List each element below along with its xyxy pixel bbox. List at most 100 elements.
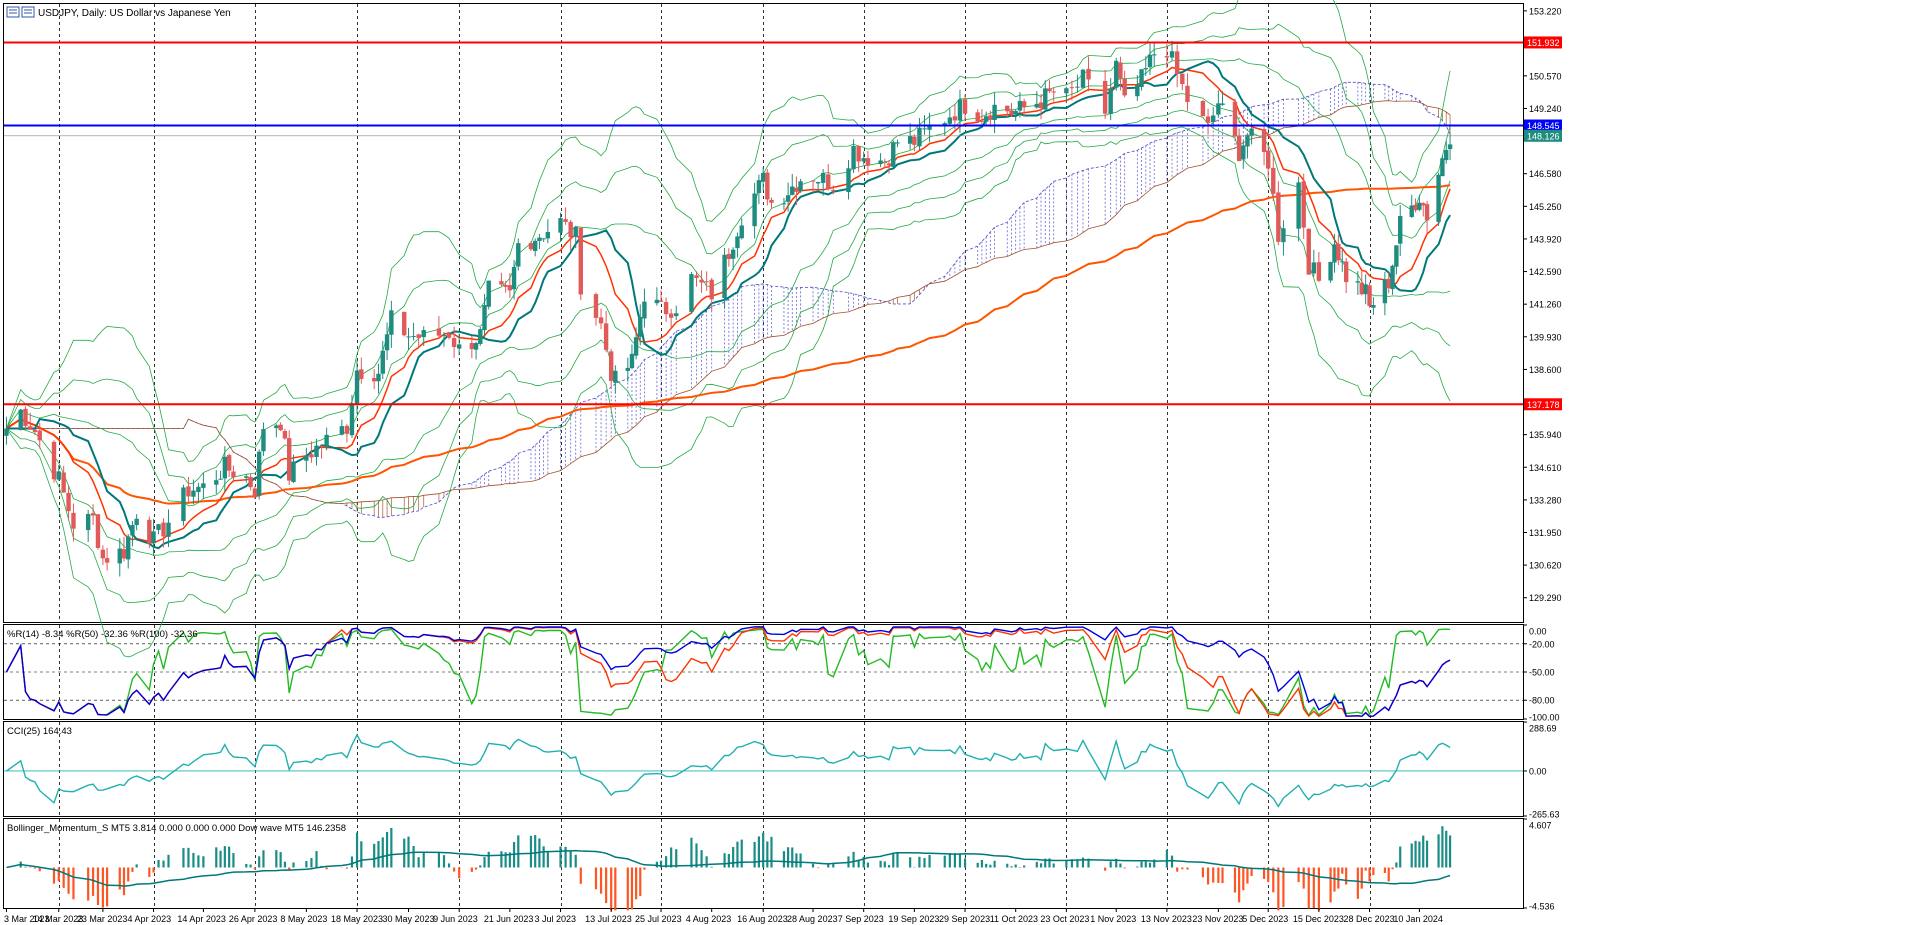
bull-candle: [376, 373, 381, 382]
bear-candle: [1367, 285, 1372, 306]
bear-candle: [451, 338, 457, 348]
bull-candle: [957, 99, 963, 121]
williams-r-panel: [5, 626, 1451, 718]
bull-candle: [1447, 144, 1453, 150]
bear-candle: [810, 180, 816, 182]
bear-candle: [282, 431, 288, 439]
bear-candle: [658, 300, 664, 302]
bollinger-bands: [6, 0, 1451, 658]
bull-candle: [244, 476, 249, 478]
bull-candle: [85, 514, 91, 531]
time-tick-label: 8 May 2023: [280, 914, 327, 924]
time-tick-label: 4 Apr 2023: [128, 914, 172, 924]
bull-candle: [126, 536, 131, 560]
bull-candle: [537, 237, 542, 242]
panel-tick-label: -100.00: [1529, 713, 1560, 723]
horizontal-levels[interactable]: [4, 41, 1523, 406]
bull-candle: [473, 343, 479, 350]
bull-candle: [756, 180, 762, 194]
bear-candle: [100, 549, 106, 559]
bear-candle: [1038, 102, 1044, 109]
time-tick-label: 4 Aug 2023: [686, 914, 732, 924]
bull-candle: [760, 172, 766, 182]
bull-candle: [18, 409, 23, 431]
bull-candle: [785, 195, 791, 202]
bear-candle: [252, 488, 258, 498]
bull-candle: [1064, 88, 1069, 94]
time-tick-label: 13 Jul 2023: [585, 914, 632, 924]
bull-candle: [1398, 216, 1403, 244]
bear-candle: [563, 219, 568, 222]
bull-candle: [1147, 54, 1153, 68]
bear-candle: [1009, 110, 1014, 114]
bull-candle: [151, 531, 156, 544]
panel-tick-label: -4.536: [1529, 902, 1555, 912]
bear-candle: [1102, 80, 1108, 114]
bull-candle: [191, 490, 196, 497]
bull-candle: [181, 487, 186, 522]
bull-candle: [907, 136, 913, 144]
bull-candle: [722, 254, 727, 299]
bear-candle: [694, 275, 699, 278]
bear-candle: [1343, 261, 1349, 283]
bull-candle: [196, 486, 201, 493]
panel-tick-label: -265.63: [1529, 810, 1560, 820]
bear-candle: [794, 187, 799, 192]
bull-candle: [421, 330, 426, 338]
bull-candle: [406, 336, 411, 338]
price-tick-label: 135.940: [1529, 430, 1562, 440]
bear-candle: [1316, 262, 1322, 281]
bear-candle: [603, 323, 609, 350]
bear-candle: [1359, 282, 1364, 295]
bull-candle: [1114, 60, 1119, 88]
time-tick-label: 23 Mar 2023: [77, 914, 128, 924]
bull-candle: [1444, 149, 1449, 161]
bear-candle: [1069, 87, 1075, 89]
bull-candle: [613, 370, 618, 383]
bull-candle: [482, 305, 487, 331]
bull-candle: [441, 334, 447, 336]
time-tick-label: 10 Jan 2024: [1393, 914, 1443, 924]
price-tick-label: 146.580: [1529, 169, 1562, 179]
momentum-panel-label: Bollinger_Momentum_S MT5 3.814 0.000 0.0…: [7, 823, 346, 834]
chart-window-icon: [6, 6, 35, 18]
bear-candle: [121, 549, 127, 559]
bear-candle: [912, 136, 917, 145]
bull-candle: [1211, 115, 1216, 123]
bear-candle: [1185, 85, 1190, 103]
bull-candle: [380, 350, 385, 374]
bull-candle: [4, 428, 9, 436]
bear-candle: [23, 408, 28, 427]
bull-candle: [384, 334, 390, 351]
bear-candle: [1021, 101, 1027, 108]
wpr-100-line: [5, 626, 1451, 718]
bull-candle: [411, 335, 416, 337]
bull-candle: [790, 186, 795, 195]
momentum-signal-line: [6, 849, 1451, 887]
bear-candle: [61, 472, 66, 493]
bear-candle: [1266, 150, 1271, 169]
bear-candle: [90, 513, 96, 516]
bull-candle: [486, 280, 491, 307]
bear-candle: [95, 514, 101, 548]
time-tick-label: 28 Aug 2023: [787, 914, 838, 924]
price-tick-label: 153.220: [1529, 6, 1562, 16]
bull-candle: [134, 518, 139, 526]
bear-candle: [979, 120, 985, 122]
price-tick-label: 150.570: [1529, 71, 1562, 81]
price-tag-label: 148.126: [1527, 131, 1560, 141]
price-tag: [1524, 119, 1562, 132]
price-tick-label: 145.250: [1529, 202, 1562, 212]
time-tick-label: 26 Apr 2023: [229, 914, 278, 924]
bull-candle: [1328, 261, 1333, 281]
bear-candle: [66, 492, 71, 512]
bull-candle: [545, 231, 551, 239]
cloud-span-b: [6, 100, 1451, 505]
bear-candle: [568, 221, 573, 238]
bull-candle: [851, 145, 856, 170]
dow-wave-line: [6, 60, 1451, 550]
bear-candle: [1205, 116, 1211, 123]
bollinger-lower-band: [6, 126, 1451, 658]
bear-candle: [1047, 88, 1052, 92]
